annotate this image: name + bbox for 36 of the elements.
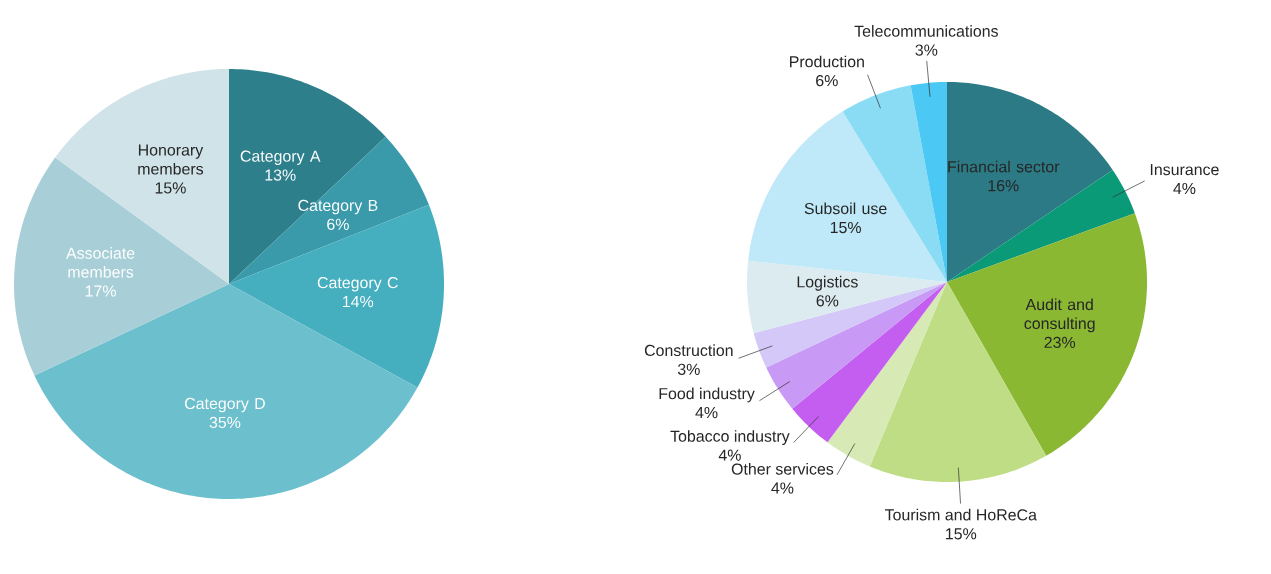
slice-label: Subsoil use [804,202,887,215]
slice-label: Insurance [1150,164,1219,176]
slice-label: Telecommunications [854,25,998,37]
data-label: 23% [1044,336,1076,349]
data-label: 16% [988,180,1019,192]
slice-label: Category B [298,199,378,215]
data-label: 4% [718,449,741,461]
data-label: 17% [85,285,116,297]
slice-label: Food industry [659,387,755,403]
slice-label: Associate members [66,247,135,278]
slice-label: Tobacco industry [670,430,790,445]
data-label: 6% [327,218,349,230]
slice-label: Audit and consulting [1024,298,1095,333]
slice-label: Honorary members [138,144,204,175]
data-label: 4% [695,406,718,419]
slice-label: Tourism and HoReCa [884,508,1037,521]
data-label: 15% [155,182,186,194]
data-label: 14% [343,296,374,308]
slice-label: Financial sector [948,160,1060,173]
data-label: 6% [816,75,838,87]
slice-label: Category A [240,150,321,165]
data-label: 3% [677,363,700,375]
slice-label: Category C [317,277,398,292]
data-label: 3% [915,44,938,56]
slice-label: Production [790,55,864,68]
data-label: 13% [265,169,296,181]
slice-label: Construction [644,344,733,357]
slice-label: Category D [185,397,265,413]
slice-label: Logistics [797,275,858,291]
data-label: 35% [209,416,241,429]
slice-label: Other services [731,463,834,475]
data-label: 15% [946,528,977,540]
data-label: 4% [1173,182,1196,195]
data-label: 6% [816,295,839,307]
data-label: 4% [771,482,794,494]
data-label: 15% [830,221,861,234]
